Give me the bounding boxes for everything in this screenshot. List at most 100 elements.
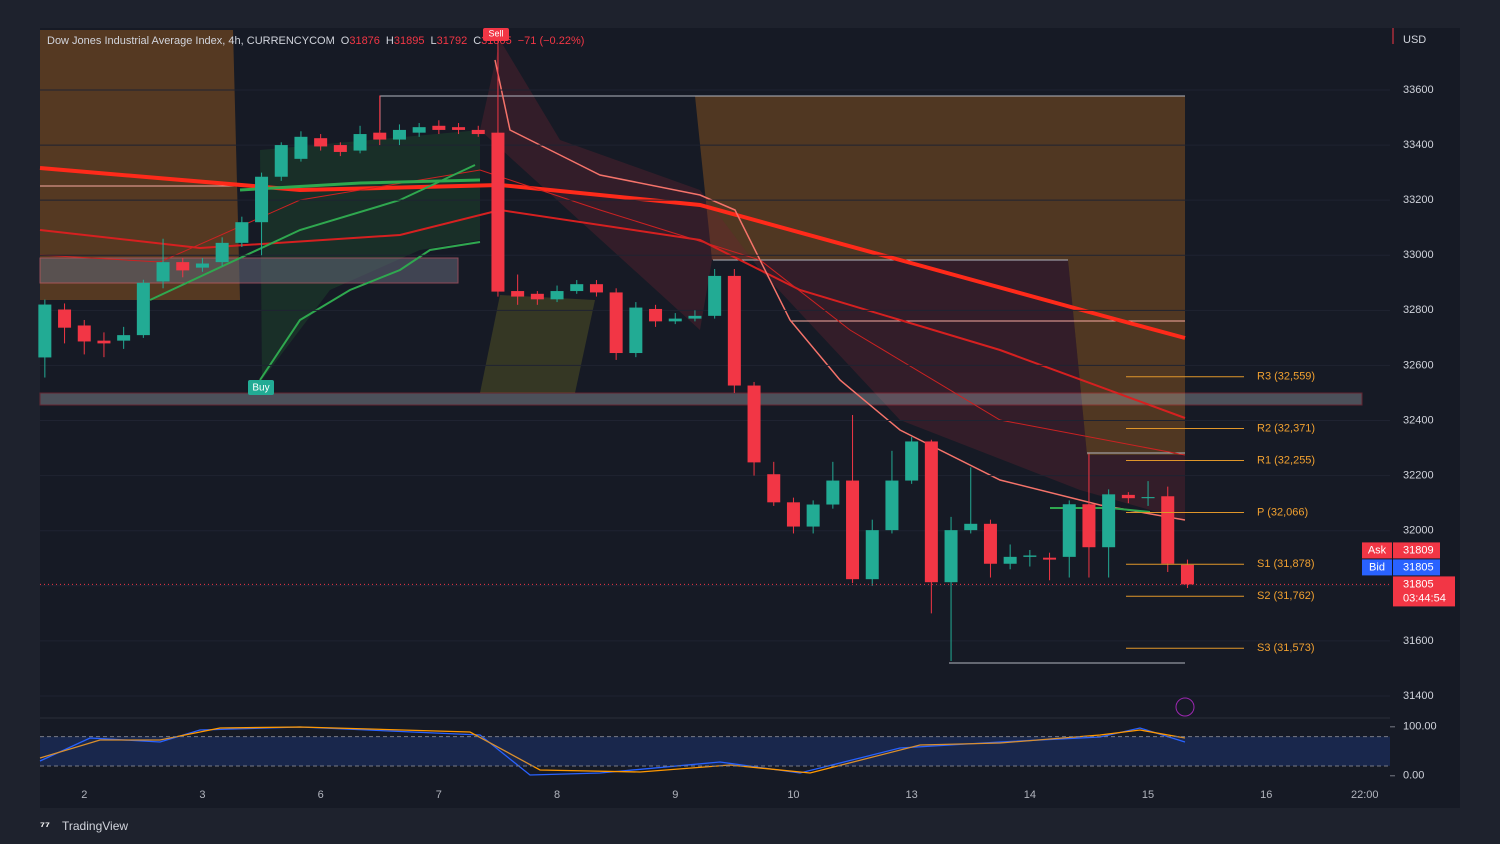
candle-body (767, 474, 781, 503)
ohlc-label: C (473, 35, 481, 47)
candle-body (314, 138, 328, 147)
candle-body (235, 222, 249, 243)
bid-box (1362, 559, 1392, 576)
candle-body (294, 136, 308, 159)
candle-body (806, 504, 820, 527)
y-tick-label: 33600 (1403, 84, 1434, 96)
pivot-label: P (32,066) (1257, 506, 1308, 518)
osc-tick-label: 0.00 (1403, 770, 1424, 782)
bid-price: 31805 (1403, 561, 1434, 573)
candle-body (1161, 496, 1175, 564)
candle-body (530, 293, 544, 300)
candle-body (38, 304, 52, 358)
countdown: 03:44:54 (1403, 592, 1446, 604)
candle-body (412, 127, 426, 133)
brand-logo: ⁷⁷ (40, 819, 50, 833)
candle-body (708, 275, 722, 316)
bid-label: Bid (1369, 561, 1385, 573)
candle-body (77, 325, 91, 342)
last-price: 31805 (1403, 578, 1434, 590)
x-tick-label: 2 (81, 789, 87, 801)
candle-body (1043, 557, 1057, 560)
ohlc-label: L (430, 35, 436, 47)
x-tick-label: 22:00 (1351, 789, 1379, 801)
candle-body (392, 129, 406, 140)
candle-body (471, 129, 485, 135)
candle-body (609, 292, 623, 354)
candle-body (176, 262, 190, 271)
candle-body (885, 480, 899, 531)
zone (40, 30, 240, 300)
candle-body (117, 335, 131, 341)
osc-tick-label: 100.00 (1403, 721, 1437, 733)
x-tick-label: 13 (906, 789, 918, 801)
y-tick-label: 32000 (1403, 525, 1434, 537)
candle-body (136, 282, 150, 336)
ask-label: Ask (1368, 544, 1387, 556)
candle-body (570, 284, 584, 292)
candle-body (274, 145, 288, 177)
candle-body (353, 134, 367, 151)
brand-name: TradingView (62, 819, 128, 833)
sell-label: Sell (488, 28, 503, 38)
candle-body (333, 145, 347, 152)
candle-body (786, 502, 800, 527)
candle-body (97, 340, 111, 344)
candle-body (1062, 504, 1076, 557)
candle-body (432, 125, 446, 130)
alert-icon[interactable] (1175, 697, 1195, 717)
box (39, 392, 1363, 406)
candle-body (983, 523, 997, 564)
candle-body (1141, 497, 1155, 499)
bid-price-box (1393, 559, 1440, 576)
candle-body (846, 480, 860, 580)
candle-body (589, 284, 603, 293)
symbol-title: Dow Jones Industrial Average Index, 4h, … (47, 35, 584, 47)
candle-body (255, 176, 269, 223)
osc-line (39, 726, 1186, 776)
candle-body (924, 441, 938, 583)
y-tick-label: 31400 (1403, 690, 1434, 702)
brand: ⁷⁷ TradingView (40, 819, 128, 833)
ohlc-value: 31895 (394, 35, 425, 47)
pivot-label: R2 (32,371) (1257, 422, 1315, 434)
ma-line (39, 208, 1186, 419)
x-tick-label: 7 (436, 789, 442, 801)
y-tick-label: 33400 (1403, 139, 1434, 151)
candle-body (1082, 504, 1096, 548)
last-price-box (1393, 576, 1455, 607)
sell-signal (483, 28, 509, 41)
pivot-label: S1 (31,878) (1257, 558, 1314, 570)
candle-body (1023, 555, 1037, 557)
currency: USD (1403, 34, 1426, 46)
x-tick-label: 6 (318, 789, 324, 801)
candle-body (550, 291, 564, 300)
ohlc-value: 31792 (437, 35, 468, 47)
pivot-label: S3 (31,573) (1257, 642, 1314, 654)
y-tick-label: 32800 (1403, 304, 1434, 316)
candle-body (491, 132, 505, 292)
candle-body (727, 275, 741, 386)
pivot-label: R3 (32,559) (1257, 371, 1315, 383)
zone (695, 96, 1185, 455)
candle-body (452, 127, 466, 130)
ohlc-value: 31876 (349, 35, 380, 47)
y-tick-label: 33200 (1403, 194, 1434, 206)
x-tick-label: 15 (1142, 789, 1154, 801)
y-tick-label: 32400 (1403, 414, 1434, 426)
ohlc-label: O (341, 35, 350, 47)
x-tick-label: 14 (1024, 789, 1036, 801)
ma-line (494, 59, 1186, 521)
zone (480, 295, 595, 393)
ask-price: 31809 (1403, 544, 1434, 556)
candle-body (826, 480, 840, 505)
zone (480, 40, 1185, 520)
ma-line (39, 166, 1186, 340)
candle-body (156, 262, 170, 282)
ma-line (39, 169, 1186, 456)
candle-body (58, 309, 72, 328)
candle-body (668, 318, 682, 322)
x-tick-label: 8 (554, 789, 560, 801)
ma-line (149, 164, 476, 301)
